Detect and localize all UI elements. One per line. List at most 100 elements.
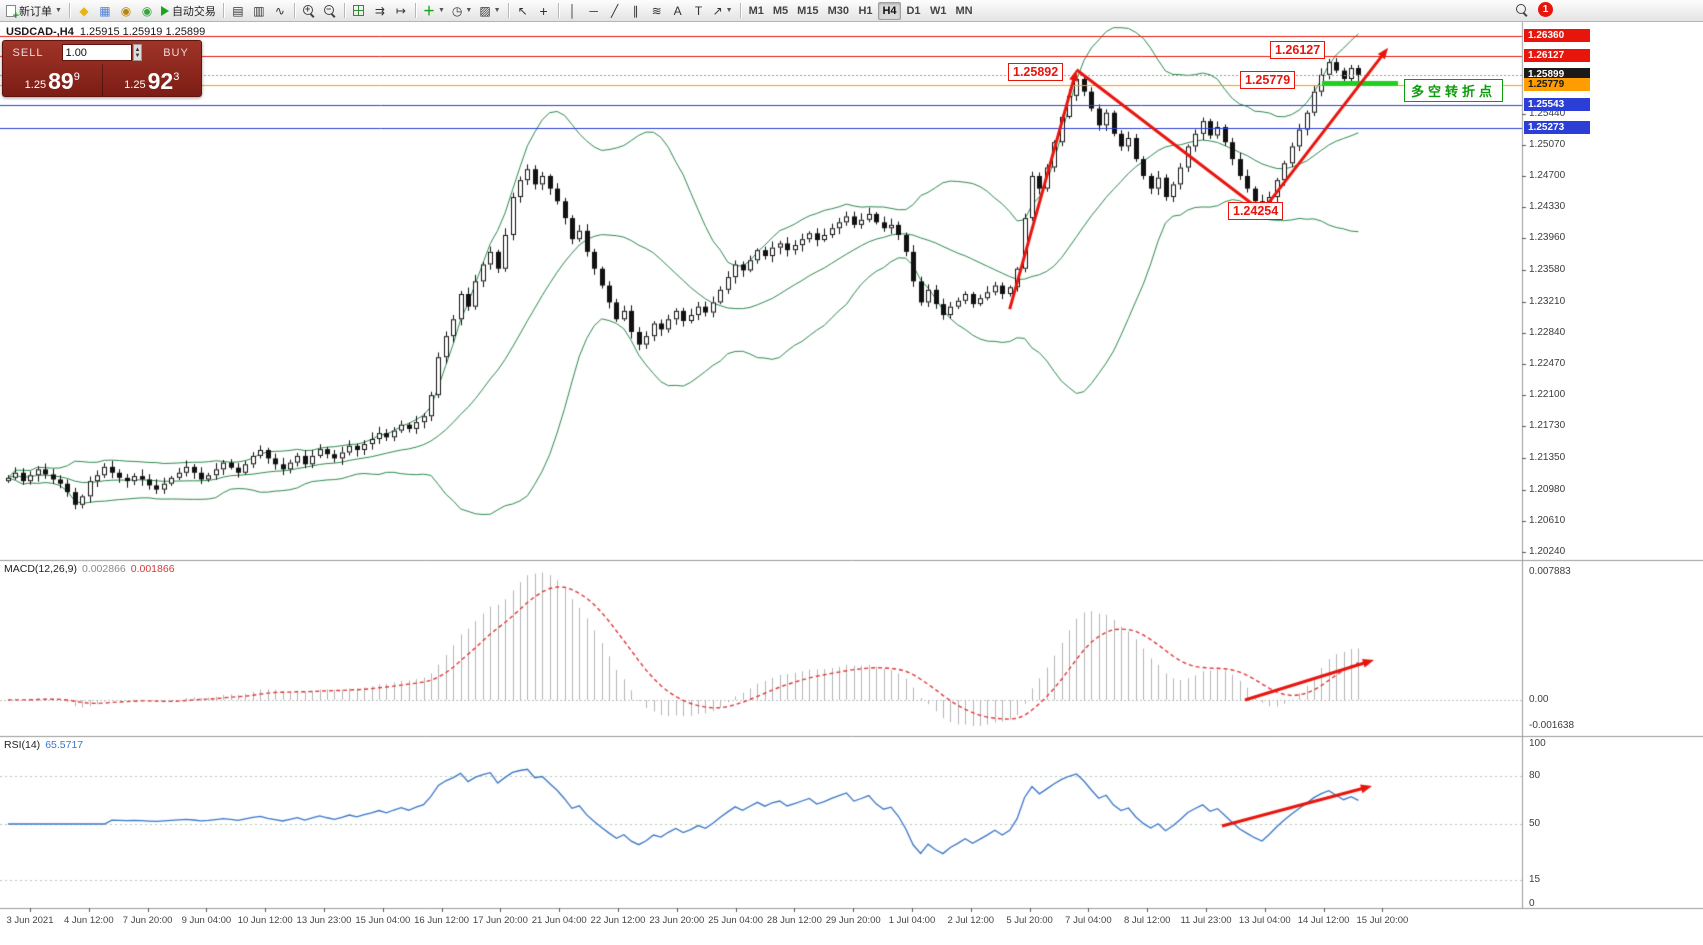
symbol-name: USDCAD-,H4	[6, 26, 74, 38]
payments-button[interactable]: ◉	[116, 1, 136, 21]
chart-line-button[interactable]: ∿	[270, 1, 290, 21]
coin-icon: ◉	[120, 3, 132, 18]
templates-button[interactable]: ▨ ▼	[476, 1, 503, 21]
metaquotes-button[interactable]: ◆	[74, 1, 94, 21]
zoom-out-button[interactable]: −	[320, 1, 340, 21]
horizontal-line-icon: ─	[589, 3, 598, 18]
macd-main-value: 0.002866	[81, 563, 126, 575]
toolbar-separator	[68, 3, 70, 18]
cursor-button[interactable]: ↖	[513, 1, 533, 21]
volume-input[interactable]	[61, 44, 132, 61]
zoom-in-icon: +	[302, 4, 315, 17]
timeframe-button-m30[interactable]: M30	[824, 2, 853, 20]
auto-scroll-button[interactable]: ⇉	[370, 1, 390, 21]
crosshair-icon: +	[539, 2, 548, 19]
indicators-button[interactable]: ＋ ▼	[420, 1, 448, 21]
community-icon: ◉	[141, 3, 153, 18]
caret-down-icon: ▼	[55, 7, 62, 14]
channel-button[interactable]: ∥	[626, 1, 646, 21]
tile-windows-icon	[353, 5, 365, 16]
crosshair-button[interactable]: +	[534, 1, 554, 21]
caret-down-icon: ▼	[725, 7, 733, 14]
line-chart-icon: ∿	[274, 3, 285, 18]
sell-button[interactable]: SELL	[3, 41, 53, 64]
toolbar: 新订单 ▼ ◆ ▦ ◉ ◉ 自动交易 ▤ ▥ ∿ + − ⇉ ↦ ＋▼ ◷▼ ▨…	[0, 0, 1703, 22]
new-order-icon	[6, 4, 19, 22]
text-label-button[interactable]: T	[689, 1, 709, 21]
toolbar-separator	[222, 3, 224, 18]
zoom-out-icon: −	[323, 4, 336, 17]
toolbar-right-group: 1	[1516, 2, 1553, 17]
bar-chart-icon: ▤	[232, 3, 244, 18]
macd-indicator-label: MACD(12,26,9) 0.002866 0.001866	[4, 563, 175, 575]
timeframe-button-h4[interactable]: H4	[877, 1, 901, 20]
timeframe-button-group: M1 M5 M15 M30 H1 H4 D1 W1 MN	[745, 1, 977, 20]
vertical-line-icon: │	[568, 3, 577, 18]
play-icon	[160, 5, 169, 16]
arrow-tools-button[interactable]: ↗ ▼	[710, 1, 736, 21]
fibonacci-button[interactable]: ≋	[647, 1, 667, 21]
window-grid-icon: ▦	[99, 3, 111, 18]
trendline-icon: ╱	[610, 3, 619, 18]
timeframe-button-d1[interactable]: D1	[902, 2, 925, 20]
toolbar-separator	[343, 3, 345, 18]
arrow-tool-icon: ↗	[712, 3, 723, 18]
timeframe-button-h1[interactable]: H1	[854, 2, 877, 20]
macd-signal-value: 0.001866	[130, 563, 175, 575]
timeframe-button-w1[interactable]: W1	[926, 2, 951, 20]
channel-icon: ∥	[632, 3, 639, 18]
auto-trading-button[interactable]: 自动交易	[158, 1, 219, 21]
chart-shift-icon: ↦	[395, 3, 406, 18]
volume-field: ▲▼	[53, 41, 151, 64]
chart-shift-button[interactable]: ↦	[391, 1, 411, 21]
buy-price[interactable]: 1.25 92 3	[124, 68, 180, 94]
search-icon[interactable]	[1516, 3, 1528, 16]
rsi-value: 65.5717	[45, 739, 84, 751]
toolbar-separator	[507, 3, 509, 18]
timeframe-button-m5[interactable]: M5	[769, 2, 792, 20]
horizontal-line-button[interactable]: ─	[584, 1, 604, 21]
vertical-line-button[interactable]: │	[563, 1, 583, 21]
toolbar-separator	[739, 3, 741, 18]
rsi-indicator-label: RSI(14) 65.5717	[4, 739, 83, 751]
macd-name: MACD(12,26,9)	[4, 563, 77, 575]
fibonacci-icon: ≋	[651, 3, 662, 18]
zoom-in-button[interactable]: +	[299, 1, 319, 21]
template-icon: ▨	[479, 3, 491, 18]
text-tool-icon: A	[673, 3, 682, 18]
volume-stepper[interactable]: ▲ ▼	[132, 44, 143, 61]
text-button[interactable]: A	[668, 1, 688, 21]
caret-down-icon: ▼	[437, 7, 445, 14]
community-button[interactable]: ◉	[137, 1, 157, 21]
symbol-quotes: 1.25915 1.25919 1.25899	[79, 26, 206, 38]
text-label-icon: T	[694, 3, 703, 18]
spin-down-icon[interactable]: ▼	[134, 52, 141, 59]
caret-down-icon: ▼	[465, 7, 473, 14]
sell-price[interactable]: 1.25 89 9	[3, 64, 103, 96]
notification-badge[interactable]: 1	[1538, 2, 1553, 17]
charts-window-button[interactable]: ▦	[95, 1, 115, 21]
rsi-name: RSI(14)	[4, 739, 41, 751]
diamond-icon: ◆	[79, 3, 89, 18]
chart-candles-button[interactable]: ▥	[249, 1, 269, 21]
timeframe-button-mn[interactable]: MN	[951, 2, 976, 20]
new-order-button[interactable]: 新订单 ▼	[3, 1, 65, 22]
chart-bars-button[interactable]: ▤	[228, 1, 248, 21]
cursor-icon: ↖	[517, 3, 528, 18]
indicator-plus-icon: ＋	[422, 3, 435, 18]
periods-button[interactable]: ◷ ▼	[449, 1, 475, 21]
buy-button[interactable]: BUY	[151, 41, 201, 64]
symbol-ohlc-header: USDCAD-,H4 1.25915 1.25919 1.25899	[6, 26, 205, 38]
timeframe-button-m15[interactable]: M15	[793, 2, 822, 20]
candlestick-icon: ▥	[253, 3, 265, 18]
spin-up-icon[interactable]: ▲	[134, 46, 141, 53]
timeframe-button-m1[interactable]: M1	[745, 2, 768, 20]
tile-windows-button[interactable]	[349, 1, 369, 21]
clock-icon: ◷	[451, 3, 463, 18]
caret-down-icon: ▼	[493, 7, 501, 14]
trendline-button[interactable]: ╱	[605, 1, 625, 21]
toolbar-separator	[414, 3, 416, 18]
